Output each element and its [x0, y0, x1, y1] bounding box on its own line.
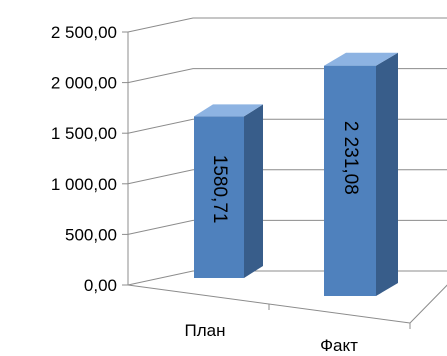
- gridline: [127, 219, 447, 235]
- axes: [122, 31, 447, 329]
- floor-right-edge: [409, 284, 447, 324]
- y-tick-label: 0,00: [84, 276, 117, 295]
- data-label: 2 231,08: [340, 121, 361, 195]
- y-tick-label: 2 500,00: [51, 23, 117, 42]
- gridline: [127, 68, 447, 84]
- bar-front: [324, 65, 376, 296]
- bar-top: [194, 104, 263, 117]
- category-labels: План Факт: [185, 321, 359, 355]
- y-tick-label: 1 000,00: [51, 175, 117, 194]
- bar-top: [324, 52, 398, 66]
- bar-side: [244, 104, 263, 279]
- category-label: Факт: [320, 336, 358, 355]
- bars: 1580,71 2 231,08: [194, 52, 398, 296]
- y-tick-label: 500,00: [65, 225, 117, 244]
- gridlines: [127, 17, 447, 286]
- gridline: [127, 270, 447, 286]
- y-tick-label: 2 000,00: [51, 74, 117, 93]
- data-label: 1580,71: [209, 155, 230, 224]
- gridline: [127, 17, 447, 33]
- bar: 1580,71: [194, 104, 263, 279]
- bar-side: [376, 52, 398, 296]
- bar: 2 231,08: [324, 52, 398, 296]
- gridline: [127, 118, 447, 134]
- y-tick-labels: 0,00 500,00 1 000,00 1 500,00 2 000,00 2 500,…: [51, 23, 117, 295]
- category-label: План: [185, 321, 226, 340]
- bar-front: [194, 116, 244, 279]
- gridline: [127, 169, 447, 185]
- y-tick-label: 1 500,00: [51, 124, 117, 143]
